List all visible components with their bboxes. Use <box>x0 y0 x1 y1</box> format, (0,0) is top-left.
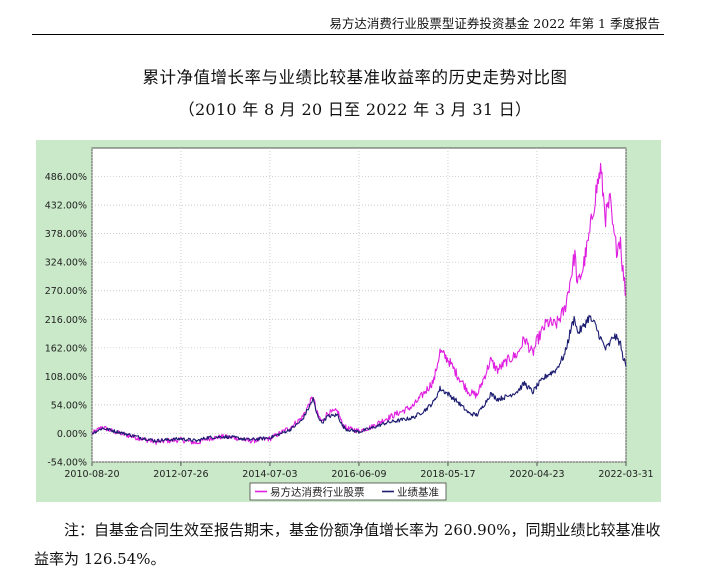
y-tick-label: 108.00% <box>45 372 87 383</box>
legend-fund-label: 易方达消费行业股票 <box>270 486 365 499</box>
x-tick-label: 2010-08-20 <box>64 469 119 480</box>
y-tick-label: 54.00% <box>51 400 87 411</box>
y-tick-label: 270.00% <box>45 286 87 297</box>
x-tick-label: 2016-06-09 <box>331 469 386 480</box>
y-tick-label: 0.00% <box>57 429 87 440</box>
header-text: 易方达消费行业股票型证券投资基金 2022 年第 1 季度报告 <box>329 16 660 31</box>
benchmark-series-line <box>92 314 627 443</box>
y-tick-label: 486.00% <box>45 172 87 183</box>
x-tick-label: 2012-07-26 <box>153 469 208 480</box>
y-tick-label: 162.00% <box>45 343 87 354</box>
x-tick-label: 2018-05-17 <box>420 469 475 480</box>
chart-title: 累计净值增长率与业绩比较基准收益率的历史走势对比图 <box>142 68 568 87</box>
y-tick-label: 378.00% <box>45 229 87 240</box>
chart-container: -54.00% 0.00% 54.00% 108.00% 162.00% 216.00% 2… <box>36 140 661 502</box>
x-tick-label: 2014-07-03 <box>242 469 297 480</box>
y-tick-label: 216.00% <box>45 315 87 326</box>
legend-benchmark-label: 业绩基准 <box>397 486 439 499</box>
y-tick-label: -54.00% <box>47 458 87 469</box>
x-tick-label: 2020-04-23 <box>509 469 564 480</box>
page-header: 易方达消费行业股票型证券投资基金 2022 年第 1 季度报告 <box>32 10 664 35</box>
y-tick-label: 432.00% <box>45 201 87 212</box>
legend-box <box>249 482 447 501</box>
line-chart: -54.00% 0.00% 54.00% 108.00% 162.00% 216.00% 2… <box>36 140 661 502</box>
x-tick-label: 2022-03-31 <box>598 469 653 480</box>
y-tick-label: 324.00% <box>45 258 87 269</box>
chart-subtitle: （2010 年 8 月 20 日至 2022 年 3 月 31 日） <box>178 100 532 119</box>
footnote: 注：自基金合同生效至报告期末，基金份额净值增长率为 260.90%，同期业绩比较… <box>34 521 661 568</box>
fund-series-line <box>91 162 627 446</box>
